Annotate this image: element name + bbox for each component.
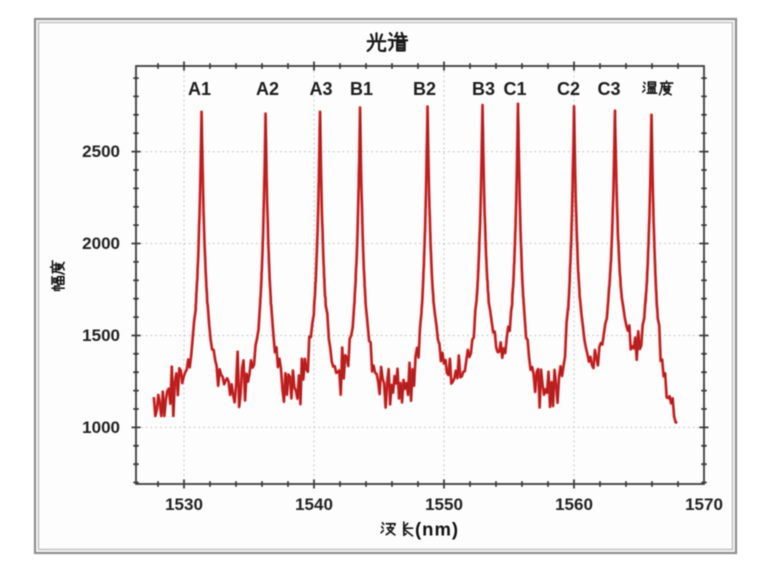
svg-text:B2: B2: [413, 79, 436, 99]
svg-text:A3: A3: [309, 79, 332, 99]
svg-text:C1: C1: [503, 79, 526, 99]
svg-text:2500: 2500: [82, 142, 120, 161]
svg-text:1500: 1500: [82, 326, 120, 345]
svg-text:A1: A1: [188, 79, 211, 99]
svg-text:1560: 1560: [555, 495, 593, 514]
svg-text:A2: A2: [256, 79, 279, 99]
svg-text:B1: B1: [350, 79, 373, 99]
svg-text:1000: 1000: [82, 418, 120, 437]
svg-text:B3: B3: [472, 79, 495, 99]
svg-text:1530: 1530: [165, 495, 203, 514]
svg-text:C3: C3: [597, 79, 620, 99]
svg-text:1570: 1570: [685, 495, 723, 514]
svg-text:C2: C2: [557, 79, 580, 99]
svg-text:1550: 1550: [425, 495, 463, 514]
svg-text:(nm): (nm): [415, 519, 459, 540]
svg-text:2000: 2000: [82, 234, 120, 253]
svg-text:1540: 1540: [295, 495, 333, 514]
